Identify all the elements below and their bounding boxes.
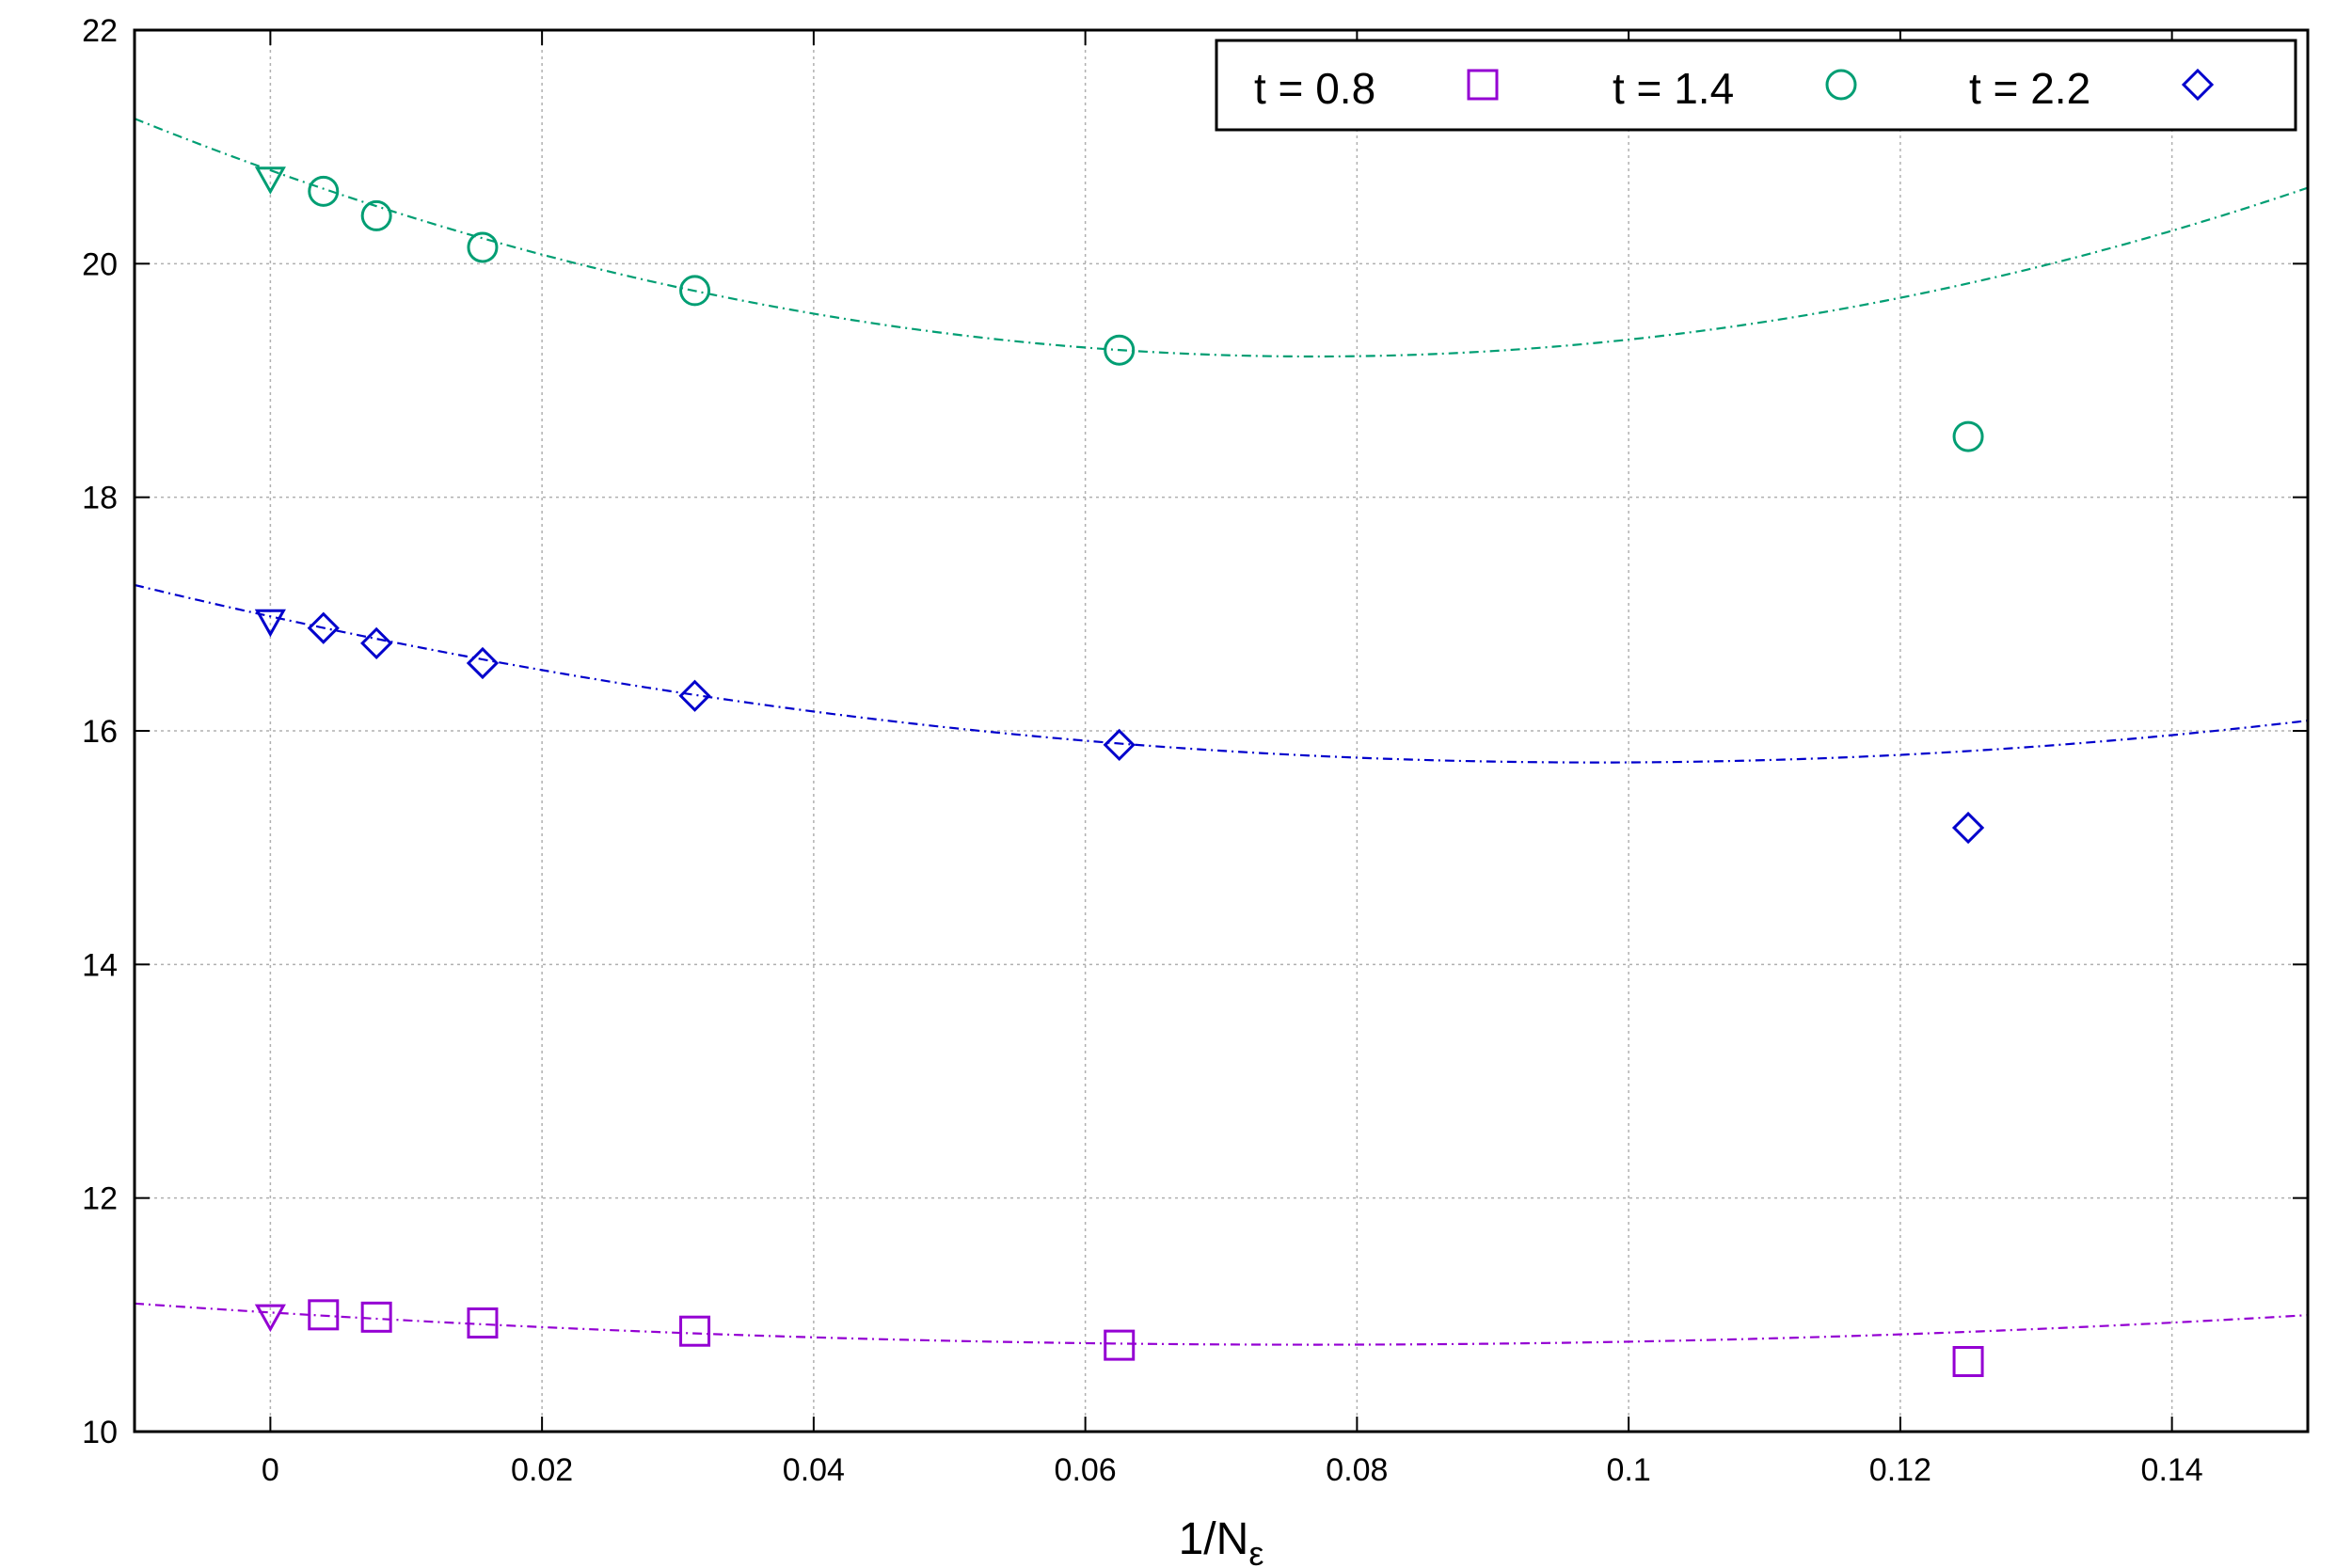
point-series-2 (360, 626, 393, 659)
point-series-2 (678, 679, 711, 712)
extrapolated-point-series-1 (254, 166, 286, 195)
y-tick-label: 22 (82, 13, 118, 49)
x-tick-label: 0.14 (2141, 1452, 2203, 1488)
point-series-0 (1952, 1346, 1984, 1377)
point-series-1 (360, 199, 392, 231)
y-tick-label: 12 (82, 1181, 118, 1217)
x-tick-label: 0.02 (511, 1452, 573, 1488)
point-series-1 (1104, 334, 1136, 366)
legend-marker (2181, 68, 2215, 102)
legend-entry-label: t = 2.2 (1969, 64, 2090, 113)
x-tick-label: 0 (262, 1452, 279, 1488)
y-tick-label: 10 (82, 1415, 118, 1450)
legend-box (1215, 39, 2297, 132)
x-tick-label: 0.1 (1606, 1452, 1650, 1488)
point-series-0 (360, 1301, 392, 1333)
legend-entry-label: t = 1.4 (1613, 64, 1734, 113)
y-tick-label: 18 (82, 481, 118, 516)
x-tick-label: 0.08 (1326, 1452, 1388, 1488)
fit-curve-series-0 (134, 1302, 2309, 1346)
data-markers (254, 166, 1985, 1377)
point-series-2 (1951, 811, 1985, 845)
point-series-2 (1103, 728, 1136, 762)
point-series-0 (1104, 1329, 1136, 1361)
x-axis-label-main: 1/N (1179, 1514, 1249, 1564)
legend: t = 0.8 t = 1.4 t = 2.2 (1215, 39, 2297, 132)
point-series-0 (467, 1307, 499, 1339)
x-tick-label: 0.06 (1055, 1452, 1117, 1488)
point-series-1 (1952, 420, 1984, 452)
point-series-1 (308, 175, 340, 207)
y-tick-label: 14 (82, 947, 118, 983)
x-tick-label: 0.04 (783, 1452, 845, 1488)
fit-curves (134, 118, 2309, 1346)
grid (135, 30, 2308, 1432)
fit-curve-series-2 (134, 583, 2309, 764)
x-axis-label: 1/Nε (1179, 1514, 1264, 1568)
legend-entry-label: t = 0.8 (1254, 64, 1375, 113)
y-tick-label: 20 (82, 246, 118, 282)
extrapolated-point-series-0 (254, 1304, 286, 1333)
point-series-2 (307, 611, 340, 644)
legend-marker (1825, 69, 1857, 101)
fit-curve-series-1 (134, 118, 2309, 358)
axis-ticks: 0 0.02 0.04 0.06 0.08 0.1 0.12 0.14 10 12 14 16 18 20… (82, 13, 2308, 1488)
extrapolated-point-series-2 (254, 609, 286, 638)
point-series-0 (679, 1315, 711, 1347)
point-series-1 (679, 275, 711, 307)
point-series-1 (467, 231, 499, 263)
y-tick-label: 16 (82, 714, 118, 750)
point-series-0 (308, 1299, 340, 1331)
x-axis-label-subscript: ε (1248, 1534, 1263, 1568)
point-series-2 (466, 646, 500, 680)
x-tick-label: 0.12 (1869, 1452, 1931, 1488)
legend-marker (1467, 69, 1499, 101)
